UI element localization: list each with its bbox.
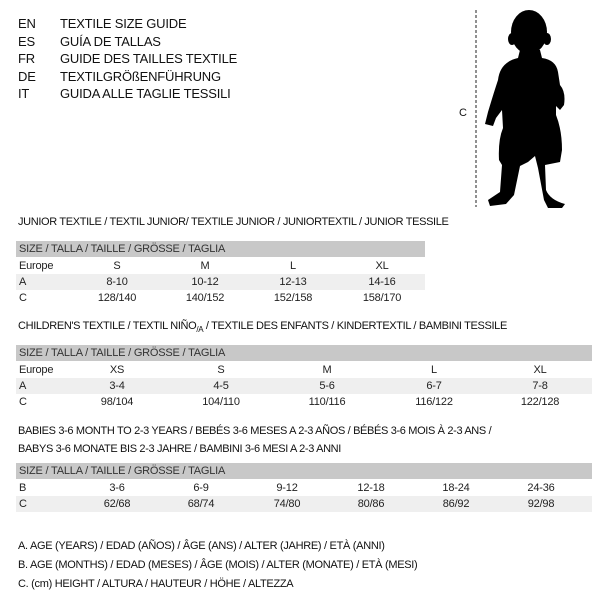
table-cell: XL xyxy=(375,260,389,272)
row-label: C xyxy=(19,292,27,304)
table-cell: 6-7 xyxy=(426,380,442,392)
height-label: C xyxy=(459,107,467,119)
babies-section-title-line-1: BABIES 3-6 MONTH TO 2-3 YEARS / BEBÉS 3-… xyxy=(18,425,492,437)
table-cell: 8-10 xyxy=(106,276,128,288)
language-line-de: DE TEXTILGRÖßENFÜHRUNG xyxy=(18,68,221,86)
language-title: GUÍA DE TALLAS xyxy=(60,33,161,49)
table-cell: 18-24 xyxy=(442,482,470,494)
language-code: EN xyxy=(18,16,36,31)
language-line-fr: FR GUIDE DES TAILLES TEXTILE xyxy=(18,50,237,68)
language-code: IT xyxy=(18,86,30,101)
table-cell: 140/152 xyxy=(185,292,225,304)
table-cell: 158/170 xyxy=(362,292,402,304)
table-cell: L xyxy=(431,364,437,376)
table-row: C 62/68 68/74 74/80 80/86 86/92 92/98 xyxy=(16,496,592,512)
row-label: C xyxy=(19,498,27,510)
table-cell: 116/122 xyxy=(415,396,453,408)
table-cell: 5-6 xyxy=(319,380,335,392)
table-row: A 8-10 10-12 12-13 14-16 xyxy=(16,274,425,290)
table-cell: 3-4 xyxy=(109,380,125,392)
title-text: / TEXTILE DES ENFANTS / KINDERTEXTIL / B… xyxy=(203,320,507,332)
table-cell: 7-8 xyxy=(532,380,548,392)
legend-item-a: A. AGE (YEARS) / EDAD (AÑOS) / ÂGE (ANS)… xyxy=(18,540,385,552)
children-section-title: CHILDREN'S TEXTILE / TEXTIL NIÑO/A / TEX… xyxy=(18,320,507,334)
table-cell: 10-12 xyxy=(191,276,219,288)
language-line-en: EN TEXTILE SIZE GUIDE xyxy=(18,15,187,33)
row-label: Europe xyxy=(19,260,54,272)
legend-item-b: B. AGE (MONTHS) / EDAD (MESES) / ÂGE (MO… xyxy=(18,559,418,571)
row-label: C xyxy=(19,396,27,408)
language-code: DE xyxy=(18,68,36,84)
table-cell: 9-12 xyxy=(276,482,298,494)
babies-section-title-line-2: BABYS 3-6 MONATE BIS 2-3 JAHRE / BAMBINI… xyxy=(18,443,341,455)
junior-size-table: SIZE / TALLA / TAILLE / GRÖSSE / TAGLIA … xyxy=(16,241,425,306)
children-size-table: SIZE / TALLA / TAILLE / GRÖSSE / TAGLIA … xyxy=(16,345,592,410)
table-cell: 122/128 xyxy=(520,396,560,408)
legend: A. AGE (YEARS) / EDAD (AÑOS) / ÂGE (ANS)… xyxy=(18,537,418,594)
row-label: Europe xyxy=(19,364,54,376)
table-cell: XL xyxy=(533,364,547,376)
table-cell: 24-36 xyxy=(527,482,555,494)
title-subscript: /A xyxy=(196,325,204,335)
row-label: A xyxy=(19,276,27,288)
table-cell: S xyxy=(113,260,121,272)
babies-size-table: SIZE / TALLA / TAILLE / GRÖSSE / TAGLIA … xyxy=(16,463,592,512)
table-row: C 98/104 104/110 110/116 116/122 122/128 xyxy=(16,394,592,410)
title-text: CHILDREN'S TEXTILE / TEXTIL NIÑO xyxy=(18,320,197,332)
language-title: TEXTILE SIZE GUIDE xyxy=(60,16,187,31)
table-cell: S xyxy=(217,364,225,376)
language-title: GUIDE DES TAILLES TEXTILE xyxy=(60,51,238,66)
language-code: ES xyxy=(18,33,35,49)
table-cell: 128/140 xyxy=(97,292,137,304)
table-cell: 98/104 xyxy=(100,396,134,408)
legend-item-c: C. (cm) HEIGHT / ALTURA / HAUTEUR / HÖHE… xyxy=(18,578,294,590)
row-label: A xyxy=(19,380,27,392)
table-row: B 3-6 6-9 9-12 12-18 18-24 24-36 xyxy=(16,480,592,496)
table-cell: 92/98 xyxy=(527,498,555,510)
table-cell: 74/80 xyxy=(273,498,301,510)
language-line-es: ES GUÍA DE TALLAS xyxy=(18,33,161,51)
table-cell: M xyxy=(200,260,210,272)
table-cell: L xyxy=(290,260,296,272)
table-header: SIZE / TALLA / TAILLE / GRÖSSE / TAGLIA xyxy=(16,463,592,480)
table-cell: 62/68 xyxy=(103,498,131,510)
table-cell: 12-13 xyxy=(279,276,307,288)
baby-silhouette-icon xyxy=(475,10,565,208)
table-cell: 80/86 xyxy=(357,498,385,510)
table-cell: 86/92 xyxy=(442,498,470,510)
table-row: A 3-4 4-5 5-6 6-7 7-8 xyxy=(16,378,592,394)
table-cell: 3-6 xyxy=(109,482,125,494)
language-title: TEXTILGRÖßENFÜHRUNG xyxy=(60,68,221,84)
row-label: B xyxy=(19,482,27,494)
table-header: SIZE / TALLA / TAILLE / GRÖSSE / TAGLIA xyxy=(16,241,425,258)
language-code: FR xyxy=(18,51,35,66)
junior-section-title: JUNIOR TEXTILE / TEXTIL JUNIOR/ TEXTILE … xyxy=(18,216,449,228)
table-cell: 12-18 xyxy=(357,482,385,494)
table-cell: 104/110 xyxy=(202,396,240,408)
table-cell: 68/74 xyxy=(187,498,215,510)
table-cell: XS xyxy=(109,364,125,376)
table-cell: 6-9 xyxy=(193,482,209,494)
table-cell: 4-5 xyxy=(213,380,229,392)
table-row: Europe S M L XL xyxy=(16,258,425,274)
table-cell: 152/158 xyxy=(273,292,313,304)
language-line-it: IT GUIDA ALLE TAGLIE TESSILI xyxy=(18,85,231,103)
table-row: C 128/140 140/152 152/158 158/170 xyxy=(16,290,425,306)
table-row: Europe XS S M L XL xyxy=(16,362,592,378)
table-header: SIZE / TALLA / TAILLE / GRÖSSE / TAGLIA xyxy=(16,345,592,362)
table-cell: 110/116 xyxy=(308,396,346,408)
table-cell: M xyxy=(322,364,332,376)
language-title: GUIDA ALLE TAGLIE TESSILI xyxy=(60,86,231,101)
table-cell: 14-16 xyxy=(368,276,396,288)
